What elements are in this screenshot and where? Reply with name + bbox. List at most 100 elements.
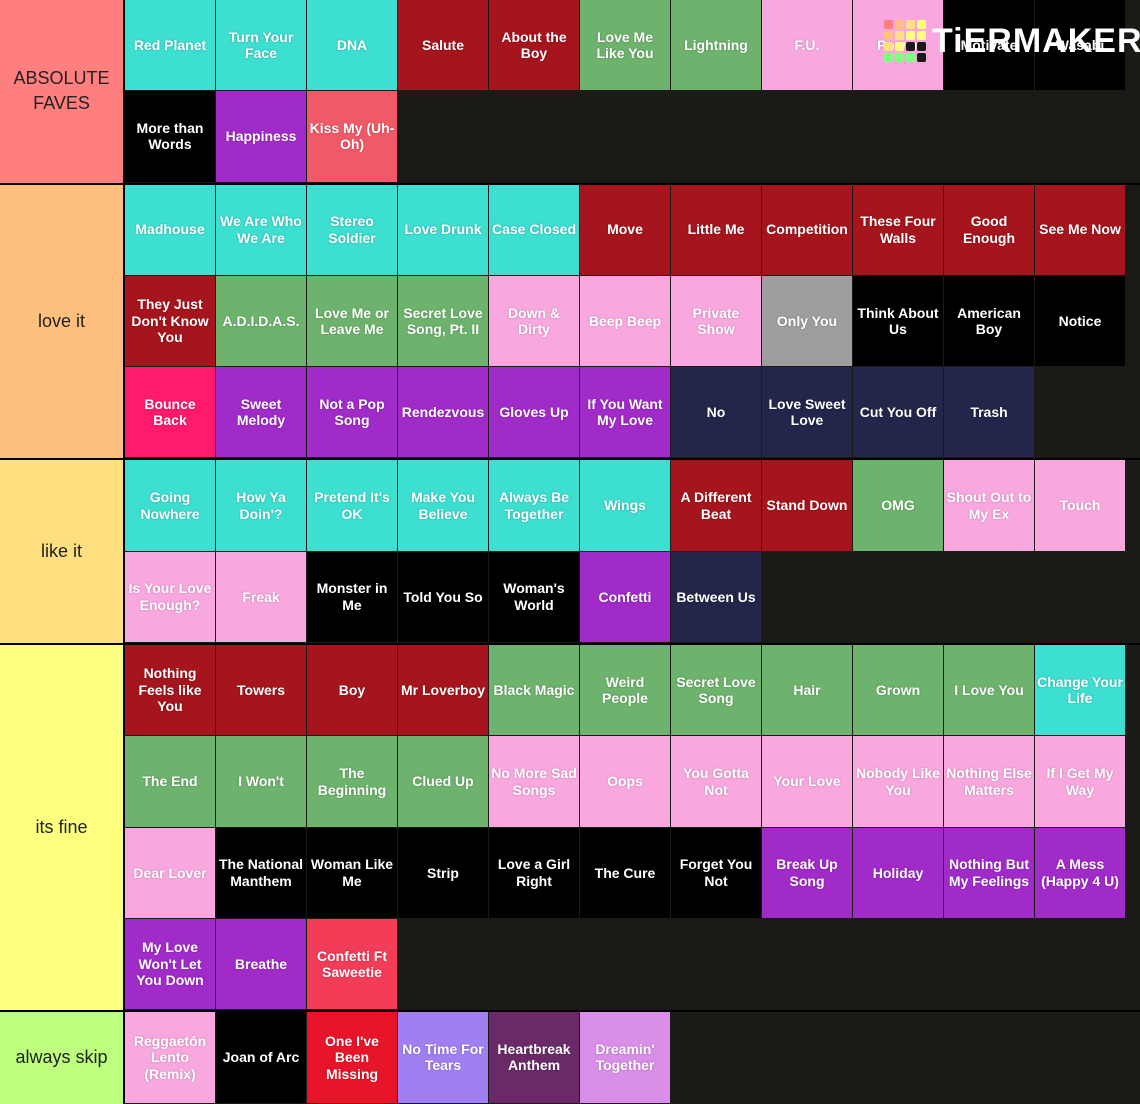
tier-item[interactable]: Red Planet <box>125 0 215 91</box>
tier-item[interactable]: Kiss My (Uh-Oh) <box>307 91 397 182</box>
tier-item[interactable]: These Four Walls <box>853 184 943 275</box>
tier-item[interactable]: Make You Believe <box>398 460 488 551</box>
tier-item[interactable]: I Won't <box>216 736 306 827</box>
tier-item[interactable]: I Love You <box>944 645 1034 736</box>
tier-item[interactable]: Strip <box>398 827 488 918</box>
tier-item[interactable]: No <box>671 367 761 458</box>
tier-item[interactable]: No More Sad Songs <box>489 736 579 827</box>
tier-item[interactable]: Going Nowhere <box>125 460 215 551</box>
tier-item[interactable]: You Gotta Not <box>671 736 761 827</box>
tier-item[interactable]: Love Me Like You <box>580 0 670 91</box>
tier-item[interactable]: Boy <box>307 645 397 736</box>
tier-item[interactable]: If You Want My Love <box>580 367 670 458</box>
tier-item[interactable]: Wasabi <box>1035 0 1125 91</box>
tier-item[interactable]: A Mess (Happy 4 U) <box>1035 827 1125 918</box>
tier-item[interactable]: A Different Beat <box>671 460 761 551</box>
tier-item[interactable]: See Me Now <box>1035 184 1125 275</box>
tier-item[interactable]: How Ya Doin'? <box>216 460 306 551</box>
tier-item[interactable]: Motivate <box>944 0 1034 91</box>
tier-item[interactable]: Beep Beep <box>580 275 670 367</box>
tier-item[interactable]: Move <box>580 184 670 275</box>
tier-item[interactable]: Wings <box>580 460 670 551</box>
tier-item[interactable]: Towers <box>216 645 306 736</box>
tier-item[interactable]: Change Your Life <box>1035 645 1125 736</box>
tier-item[interactable]: Case Closed <box>489 184 579 275</box>
tier-item[interactable]: Dreamin' Together <box>580 1012 670 1103</box>
tier-item[interactable]: Mr Loverboy <box>398 645 488 736</box>
tier-item[interactable]: Lightning <box>671 0 761 91</box>
tier-item[interactable]: Love Sweet Love <box>762 367 852 458</box>
tier-item[interactable]: Secret Love Song, Pt. II <box>398 275 488 367</box>
tier-item[interactable]: Your Love <box>762 736 852 827</box>
tier-item[interactable]: Good Enough <box>944 184 1034 275</box>
tier-item[interactable]: Nobody Like You <box>853 736 943 827</box>
tier-item[interactable]: Cut You Off <box>853 367 943 458</box>
tier-item[interactable]: Nothing Feels like You <box>125 645 215 736</box>
tier-item[interactable]: Monster in Me <box>307 551 397 643</box>
tier-item[interactable]: Pretend It's OK <box>307 460 397 551</box>
tier-item[interactable]: Grown <box>853 645 943 736</box>
tier-item[interactable]: Stand Down <box>762 460 852 551</box>
tier-item[interactable]: Madhouse <box>125 184 215 275</box>
tier-item[interactable]: No Time For Tears <box>398 1012 488 1103</box>
tier-item[interactable]: Gloves Up <box>489 367 579 458</box>
tier-item[interactable]: If I Get My Way <box>1035 736 1125 827</box>
tier-item[interactable]: Private Show <box>671 275 761 367</box>
tier-item[interactable]: Notice <box>1035 275 1125 367</box>
tier-item[interactable]: Break Up Song <box>762 827 852 918</box>
tier-item[interactable]: Confetti <box>580 551 670 643</box>
tier-item[interactable]: Secret Love Song <box>671 645 761 736</box>
tier-item[interactable]: The Cure <box>580 827 670 918</box>
tier-item[interactable]: Trash <box>944 367 1034 458</box>
tier-item[interactable]: Black Magic <box>489 645 579 736</box>
tier-item[interactable]: Competition <box>762 184 852 275</box>
tier-item[interactable]: One I've Been Missing <box>307 1012 397 1103</box>
tier-item[interactable]: Always Be Together <box>489 460 579 551</box>
tier-item[interactable]: OMG <box>853 460 943 551</box>
tier-item[interactable]: Hair <box>762 645 852 736</box>
tier-item[interactable]: Little Me <box>671 184 761 275</box>
tier-item[interactable]: Nothing But My Feelings <box>944 827 1034 918</box>
tier-item[interactable]: Is Your Love Enough? <box>125 551 215 643</box>
tier-item[interactable]: Reggaetón Lento (Remix) <box>125 1012 215 1103</box>
tier-item[interactable]: Stereo Soldier <box>307 184 397 275</box>
tier-item[interactable]: American Boy <box>944 275 1034 367</box>
tier-item[interactable]: More than Words <box>125 91 215 182</box>
tier-item[interactable]: Love Drunk <box>398 184 488 275</box>
tier-item[interactable]: Nothing Else Matters <box>944 736 1034 827</box>
tier-item[interactable]: DNA <box>307 0 397 91</box>
tier-item[interactable]: Clued Up <box>398 736 488 827</box>
tier-item[interactable]: Touch <box>1035 460 1125 551</box>
tier-item[interactable]: Oops <box>580 736 670 827</box>
tier-item[interactable]: Sweet Melody <box>216 367 306 458</box>
tier-item[interactable]: F.U. <box>762 0 852 91</box>
tier-item[interactable]: Think About Us <box>853 275 943 367</box>
tier-item[interactable]: A.D.I.D.A.S. <box>216 275 306 367</box>
tier-item[interactable]: The National Manthem <box>216 827 306 918</box>
tier-item[interactable]: Rendezvous <box>398 367 488 458</box>
tier-item[interactable]: The Beginning <box>307 736 397 827</box>
tier-item[interactable]: Told You So <box>398 551 488 643</box>
tier-item[interactable]: Breathe <box>216 918 306 1010</box>
tier-item[interactable]: Down & Dirty <box>489 275 579 367</box>
tier-item[interactable]: Salute <box>398 0 488 91</box>
tier-item[interactable]: Between Us <box>671 551 761 643</box>
tier-item[interactable]: Joan of Arc <box>216 1012 306 1103</box>
tier-item[interactable]: Turn Your Face <box>216 0 306 91</box>
tier-item[interactable]: Dear Lover <box>125 827 215 918</box>
tier-item[interactable]: Confetti Ft Saweetie <box>307 918 397 1010</box>
tier-item[interactable]: Holiday <box>853 827 943 918</box>
tier-item[interactable]: Love Me or Leave Me <box>307 275 397 367</box>
tier-item[interactable]: We Are Who We Are <box>216 184 306 275</box>
tier-item[interactable]: Not a Pop Song <box>307 367 397 458</box>
tier-item[interactable]: About the Boy <box>489 0 579 91</box>
tier-item[interactable]: The End <box>125 736 215 827</box>
tier-item[interactable]: Shout Out to My Ex <box>944 460 1034 551</box>
tier-item[interactable]: Heartbreak Anthem <box>489 1012 579 1103</box>
tier-item[interactable]: Weird People <box>580 645 670 736</box>
tier-item[interactable]: Bounce Back <box>125 367 215 458</box>
tier-item[interactable]: My Love Won't Let You Down <box>125 918 215 1010</box>
tier-item[interactable]: Woman Like Me <box>307 827 397 918</box>
tier-item[interactable]: They Just Don't Know You <box>125 275 215 367</box>
tier-item[interactable]: Freak <box>216 551 306 643</box>
